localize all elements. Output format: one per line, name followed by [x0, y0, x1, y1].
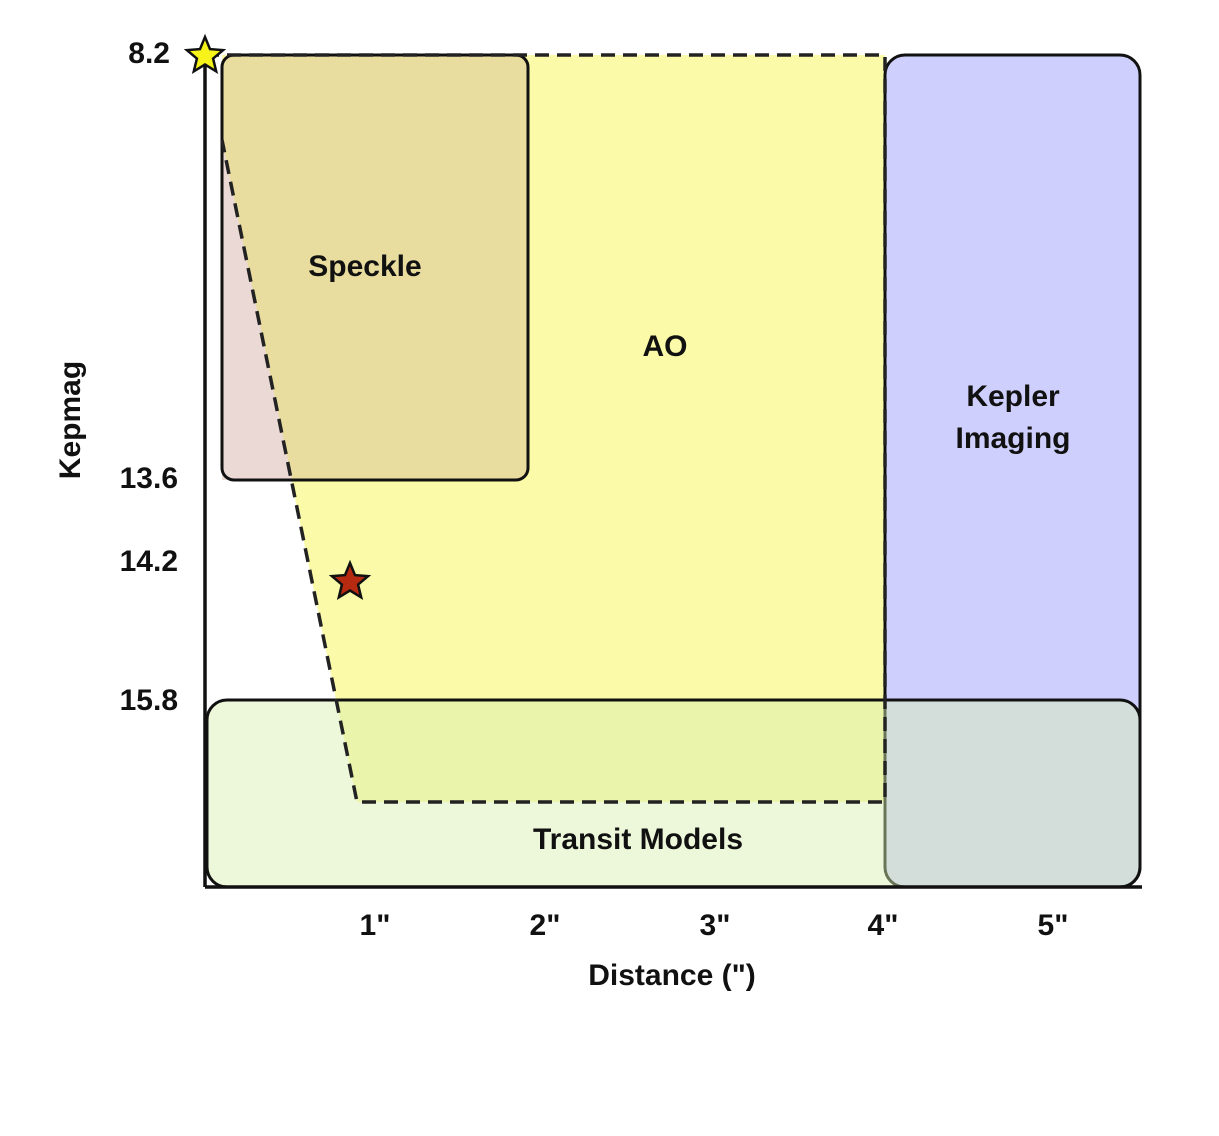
y-axis-label: Kepmag — [54, 361, 87, 479]
star — [183, 33, 227, 75]
x-tick-label: 2" — [530, 909, 561, 942]
x-tick-label: 1" — [360, 909, 391, 942]
y-tick-label: 14.2 — [120, 545, 178, 578]
kepler-label: Kepler — [966, 380, 1060, 413]
y-tick-label: 15.8 — [120, 684, 178, 717]
ao-outline — [205, 53, 887, 804]
speckle-outline — [220, 53, 530, 482]
y-tick-label: 13.6 — [120, 462, 178, 495]
kepler-label: Imaging — [955, 422, 1070, 455]
x-tick-label: 4" — [868, 909, 899, 942]
y-tick-label: 8.2 — [128, 37, 170, 70]
transit-region — [205, 698, 1142, 889]
speckle-region — [222, 55, 528, 480]
x-tick-label: 3" — [700, 909, 731, 942]
star — [328, 559, 372, 601]
ao-label: AO — [643, 330, 688, 363]
transit-label: Transit Models — [533, 823, 743, 856]
x-tick-label: 5" — [1038, 909, 1069, 942]
x-axis-label: Distance (") — [588, 959, 756, 992]
speckle-label: Speckle — [308, 250, 421, 283]
